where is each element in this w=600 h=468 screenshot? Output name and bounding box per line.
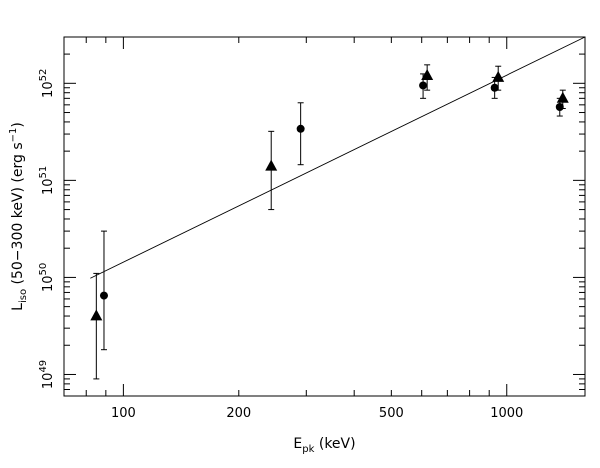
x-axis-label-main: E xyxy=(293,436,302,452)
y-axis-label-sup: −1 xyxy=(8,128,19,143)
y-tick-label: 1051 xyxy=(38,166,56,195)
x-tick-label: 1000 xyxy=(490,406,523,421)
y-tick-label-base: 10 xyxy=(41,178,56,195)
y-tick-label: 1052 xyxy=(38,69,56,98)
triangle-marker xyxy=(492,70,505,82)
y-axis-label-main: L xyxy=(10,303,26,311)
y-axis-label-end: ) xyxy=(10,122,26,127)
y-tick-label-base: 10 xyxy=(41,81,56,98)
y-tick-label: 1049 xyxy=(38,360,56,389)
triangle-marker xyxy=(421,69,434,81)
circle-marker xyxy=(419,81,428,90)
x-axis-ticks: 100 200 500 1000 xyxy=(63,37,523,421)
circle-marker xyxy=(99,291,108,300)
plot-frame xyxy=(63,36,586,397)
y-axis-label: Liso (50−300 keV) (erg s−1) xyxy=(8,122,29,311)
data-points xyxy=(90,64,569,380)
x-tick-label: 100 xyxy=(111,406,136,421)
x-axis-label-sub: pk xyxy=(302,444,314,455)
circle-marker xyxy=(555,102,564,111)
circle-marker xyxy=(490,83,499,92)
circle-marker xyxy=(296,124,305,133)
y-axis-label-sub: iso xyxy=(18,289,29,303)
y-tick-label: 1050 xyxy=(38,263,56,292)
triangle-marker xyxy=(556,91,569,103)
x-tick-label: 500 xyxy=(379,406,404,421)
x-axis-label: Epk (keV) xyxy=(293,436,355,455)
x-tick-label: 200 xyxy=(226,406,251,421)
y-tick-label-exp: 51 xyxy=(38,166,49,179)
fit-line-group xyxy=(90,36,586,279)
y-tick-label-base: 10 xyxy=(41,373,56,390)
y-axis-label-mid: (50−300 keV) (erg s xyxy=(10,142,26,289)
triangle-marker xyxy=(90,309,103,321)
x-axis-label-rest: (keV) xyxy=(314,436,355,452)
y-tick-label-exp: 49 xyxy=(38,360,49,373)
fit-line xyxy=(90,36,586,279)
y-tick-label-base: 10 xyxy=(41,276,56,293)
y-tick-label-exp: 52 xyxy=(38,69,49,82)
triangle-marker xyxy=(265,159,278,171)
y-tick-label-exp: 50 xyxy=(38,263,49,276)
